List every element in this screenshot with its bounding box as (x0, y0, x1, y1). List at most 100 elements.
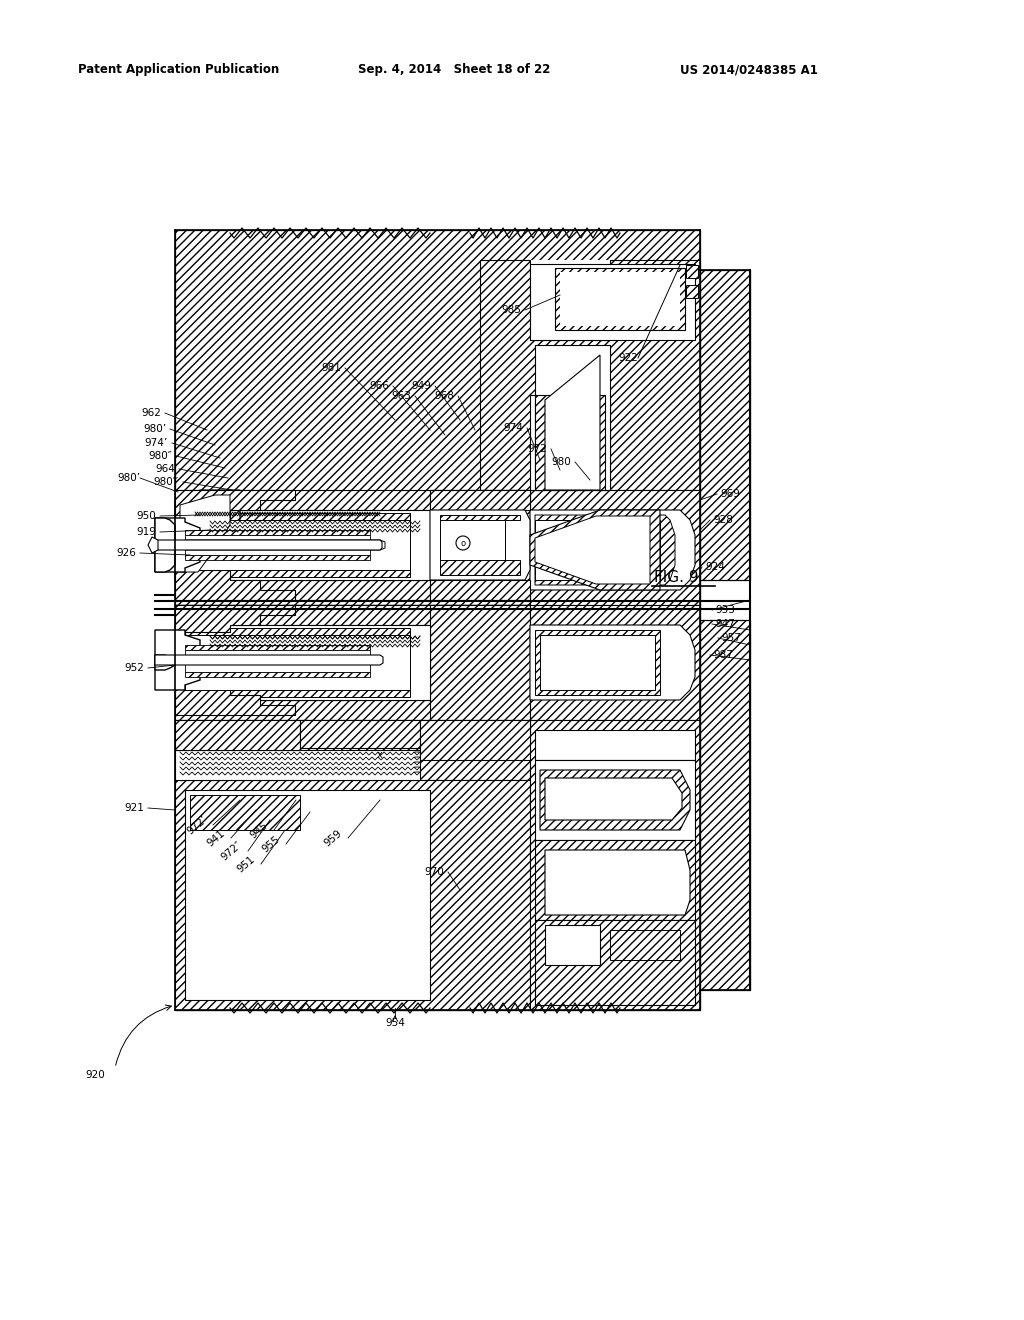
Polygon shape (480, 260, 610, 490)
Polygon shape (535, 730, 695, 760)
Text: 985: 985 (501, 305, 521, 315)
Polygon shape (430, 579, 530, 601)
Text: 980″: 980″ (148, 451, 172, 461)
Polygon shape (175, 230, 700, 605)
Polygon shape (440, 520, 505, 560)
Polygon shape (700, 271, 750, 579)
Polygon shape (185, 628, 410, 635)
Text: 920: 920 (85, 1071, 105, 1080)
Polygon shape (148, 537, 158, 553)
Text: 926: 926 (116, 548, 136, 558)
Polygon shape (185, 645, 370, 649)
Polygon shape (430, 490, 530, 510)
Polygon shape (430, 490, 530, 601)
Text: 933: 933 (715, 605, 735, 615)
Polygon shape (420, 719, 530, 760)
Text: 955: 955 (260, 834, 282, 854)
Polygon shape (300, 719, 420, 748)
Polygon shape (175, 719, 300, 750)
Polygon shape (175, 490, 530, 510)
Polygon shape (535, 395, 605, 490)
Polygon shape (185, 554, 370, 560)
Polygon shape (430, 510, 530, 579)
Text: 919: 919 (136, 527, 156, 537)
Text: 981: 981 (322, 363, 341, 374)
Polygon shape (175, 605, 530, 624)
Polygon shape (560, 272, 680, 326)
Polygon shape (185, 540, 385, 550)
Text: 974: 974 (503, 422, 523, 433)
Polygon shape (530, 264, 695, 341)
Polygon shape (175, 688, 295, 715)
Polygon shape (175, 490, 240, 579)
Text: 969: 969 (720, 488, 740, 499)
Polygon shape (180, 495, 230, 572)
Polygon shape (185, 570, 410, 577)
Polygon shape (430, 605, 530, 719)
Text: x: x (377, 750, 383, 760)
Polygon shape (185, 520, 410, 570)
Text: 947: 947 (715, 619, 735, 630)
Polygon shape (175, 624, 430, 700)
Polygon shape (530, 510, 660, 590)
Text: US 2014/0248385 A1: US 2014/0248385 A1 (680, 63, 818, 77)
Text: 921: 921 (124, 803, 144, 813)
Text: 980’: 980’ (143, 424, 166, 434)
Text: Patent Application Publication: Patent Application Publication (78, 63, 280, 77)
Text: 941: 941 (206, 828, 227, 849)
Text: 968: 968 (434, 391, 454, 401)
Polygon shape (175, 780, 530, 1010)
Text: 957: 957 (721, 634, 741, 643)
Polygon shape (155, 517, 200, 572)
Text: 945: 945 (249, 820, 270, 841)
Polygon shape (185, 635, 410, 690)
Polygon shape (535, 515, 675, 585)
Polygon shape (535, 920, 695, 1005)
Text: 928: 928 (713, 515, 733, 525)
Text: 954: 954 (385, 1018, 404, 1028)
Polygon shape (175, 490, 700, 601)
Text: 970: 970 (424, 867, 444, 876)
Polygon shape (175, 570, 295, 601)
Polygon shape (686, 285, 698, 298)
Polygon shape (480, 260, 700, 490)
Polygon shape (175, 605, 700, 719)
Polygon shape (530, 510, 695, 590)
Polygon shape (175, 719, 700, 1010)
Text: o: o (461, 539, 466, 548)
Polygon shape (545, 355, 600, 490)
Polygon shape (535, 760, 695, 840)
Polygon shape (700, 620, 750, 990)
Polygon shape (530, 490, 700, 605)
Polygon shape (185, 672, 370, 677)
Text: 951: 951 (236, 854, 257, 874)
Polygon shape (175, 719, 530, 780)
Polygon shape (545, 925, 600, 965)
Text: 972: 972 (527, 444, 547, 454)
Text: 952: 952 (124, 663, 144, 673)
Polygon shape (185, 535, 370, 554)
Polygon shape (175, 750, 420, 780)
Polygon shape (535, 840, 695, 920)
Text: 924: 924 (705, 562, 725, 572)
Polygon shape (155, 655, 383, 665)
Text: FIG. 9: FIG. 9 (654, 570, 698, 586)
Polygon shape (175, 605, 700, 1010)
Polygon shape (686, 265, 698, 279)
Text: 949: 949 (411, 381, 431, 391)
Text: 974’: 974’ (144, 438, 168, 447)
Polygon shape (185, 649, 370, 672)
Text: 959: 959 (323, 828, 344, 849)
Polygon shape (185, 789, 430, 1001)
Polygon shape (190, 795, 300, 830)
Polygon shape (530, 605, 700, 719)
Polygon shape (540, 770, 690, 830)
Polygon shape (440, 515, 520, 576)
Text: 963: 963 (391, 391, 411, 401)
Polygon shape (175, 605, 295, 632)
Polygon shape (535, 630, 660, 696)
Polygon shape (175, 700, 530, 719)
Polygon shape (535, 520, 660, 579)
Polygon shape (155, 630, 200, 690)
Polygon shape (155, 655, 175, 671)
